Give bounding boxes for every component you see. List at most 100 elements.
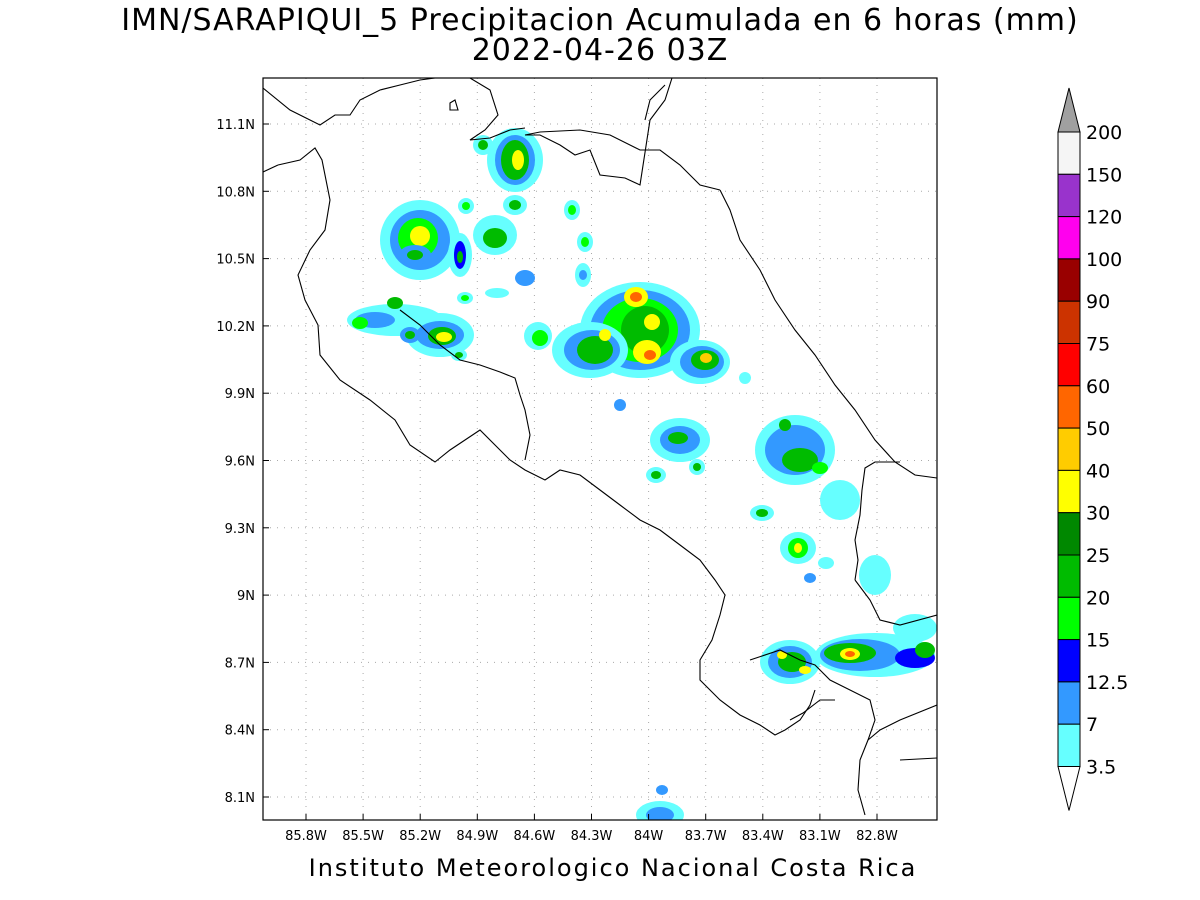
colorbar-label: 25 [1086,545,1110,567]
rain-cell [804,557,834,583]
rain-cell [485,288,509,298]
latitude-labels: 11.1N 10.8N 10.5N 10.2N 9.9N 9.6N 9.3N 9N 8.7N 8.… [216,118,269,806]
rain-cell [575,263,591,287]
rain-cell [859,555,891,595]
lat-tick-label: 8.4N [225,724,255,739]
rain-cell [380,200,460,280]
colorbar-label: 100 [1086,249,1122,271]
coast-south [867,704,937,741]
rain-cell [406,313,474,357]
rain-cell [448,233,472,277]
lake-island [449,99,459,111]
colorbar-swatch [1057,681,1081,725]
lat-tick-label: 9N [237,589,255,604]
colorbar-swatch [1057,216,1081,260]
colorbar-label: 3.5 [1086,757,1116,779]
lon-tick-label: 83.4W [742,829,784,844]
colorbar-label: 90 [1086,291,1110,313]
colorbar-swatch [1057,723,1081,768]
colorbar-swatch [1057,427,1081,471]
burica-peninsula [749,649,876,816]
nicoya-gulf [399,309,531,461]
rain-cell [646,467,666,483]
map-subtitle: 2022-04-26 03Z [471,33,729,68]
coastlines [263,78,937,816]
rain-cell [750,505,774,521]
rain-cell [515,270,535,286]
lon-tick-label: 84.3W [571,829,613,844]
rain-cell [893,614,937,642]
lon-tick-label: 82.8W [856,829,898,844]
longitude-labels: 85.8W 85.5W 85.2W 84.9W 84.6W 84.3W 84W 83.7W 83… [285,814,898,844]
map-title: IMN/SARAPIQUI_5 Precipitacion Acumulada … [121,3,1079,38]
lon-tick-label: 84.9W [456,829,498,844]
colorbar-swatch [1057,173,1081,218]
colorbar-label: 12.5 [1086,672,1128,694]
rain-cell [399,245,431,265]
coast-south-2 [899,757,937,761]
lon-tick-label: 83.1W [799,829,841,844]
rain-cell [487,128,543,192]
colorbar-swatch [1057,343,1081,387]
lat-tick-label: 9.9N [225,387,255,402]
nicaragua-cr-border [263,164,279,173]
rain-cell [650,418,710,462]
colorbar: 200 150 120 100 90 75 60 50 40 30 25 20 15 12.5 7 3.5 [1057,87,1128,811]
rain-cell [636,801,684,820]
colorbar-label: 15 [1086,630,1110,652]
lon-tick-label: 83.7W [685,829,727,844]
rain-cell [614,399,626,411]
coast-osa [789,699,835,721]
colorbar-label: 50 [1086,418,1110,440]
map-frame [262,77,938,821]
lat-tick-label: 10.5N [216,253,255,268]
colorbar-label: 20 [1086,587,1110,609]
panama-border [854,461,900,581]
lat-tick-label: 9.3N [225,522,255,537]
rain-cell [552,322,628,378]
colorbar-label: 200 [1086,122,1122,144]
rain-cell [473,135,493,155]
lon-tick-label: 84W [634,829,664,844]
colorbar-swatch [1057,385,1081,429]
rain-cell [820,480,860,520]
colorbar-swatch [1057,258,1081,302]
colorbar-overflow-triangle [1057,87,1081,133]
costa-rica-pacific-coast [277,147,816,736]
lon-tick-label: 84.6W [513,829,555,844]
rain-cell [577,232,593,252]
colorbar-swatch [1057,554,1081,598]
colorbar-swatch [1057,131,1081,175]
rain-cell [564,200,580,220]
rain-cell [760,640,820,684]
precipitation-field [347,128,937,820]
rain-cell [458,198,474,214]
lon-tick-label: 85.5W [342,829,384,844]
colorbar-label: 120 [1086,207,1122,229]
rain-cell [670,340,730,384]
rain-cell [451,349,467,361]
rain-cell [780,532,816,564]
lat-tick-label: 8.1N [225,791,255,806]
rain-cell [524,322,552,350]
colorbar-label: 40 [1086,460,1110,482]
rain-cell [400,327,420,343]
lat-tick-label: 11.1N [216,118,255,133]
colorbar-label: 75 [1086,334,1110,356]
colorbar-swatch [1057,300,1081,345]
rain-cell [689,459,705,475]
lake-nicaragua-shore [469,78,526,141]
caribbean-coast [525,78,673,186]
nicaragua-border-north [263,78,436,126]
lat-tick-label: 10.2N [216,320,255,335]
rain-cell [457,292,473,304]
lat-tick-label: 8.7N [225,656,255,671]
colorbar-label: 7 [1086,714,1098,736]
colorbar-swatch [1057,596,1081,641]
map-footer: Instituto Meteorologico Nacional Costa R… [308,854,918,882]
colorbar-label: 30 [1086,503,1110,525]
rain-cell [815,633,935,677]
lat-tick-label: 10.8N [216,185,255,200]
rain-cell [656,785,668,795]
